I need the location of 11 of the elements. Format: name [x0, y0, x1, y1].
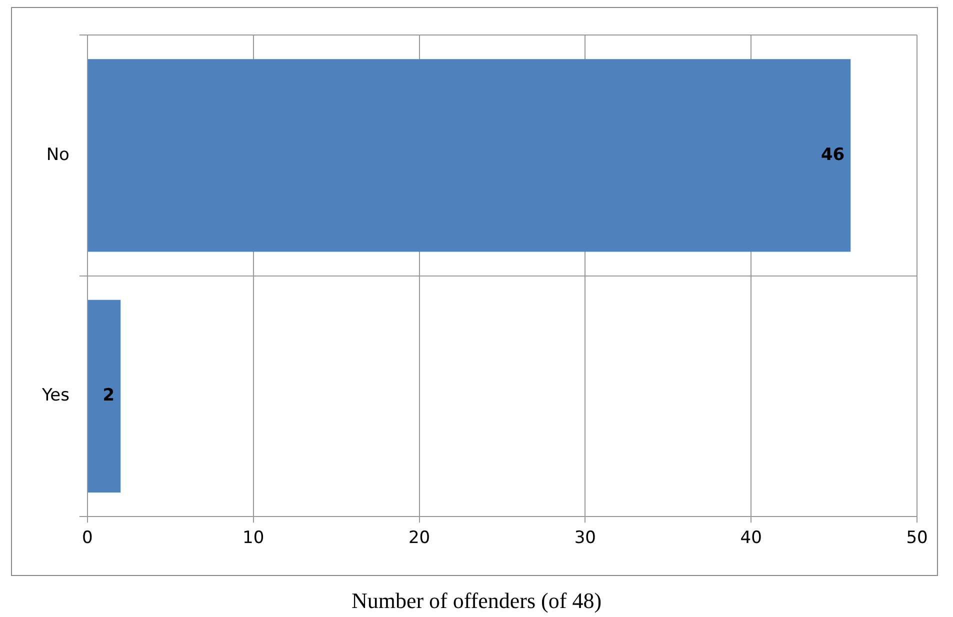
data-label: 2	[102, 386, 115, 406]
x-tick-label: 40	[740, 528, 762, 548]
data-label: 46	[820, 144, 845, 165]
x-tick-label: 20	[408, 528, 430, 548]
x-tick-label: 10	[242, 528, 264, 548]
x-tick-label: 30	[574, 528, 596, 548]
x-axis-title: Number of offenders (of 48)	[350, 588, 603, 614]
y-tick-label: Yes	[40, 386, 70, 406]
x-tick-label: 0	[82, 528, 93, 548]
y-tick-label: No	[46, 144, 70, 165]
x-tick-label: 50	[906, 528, 928, 548]
